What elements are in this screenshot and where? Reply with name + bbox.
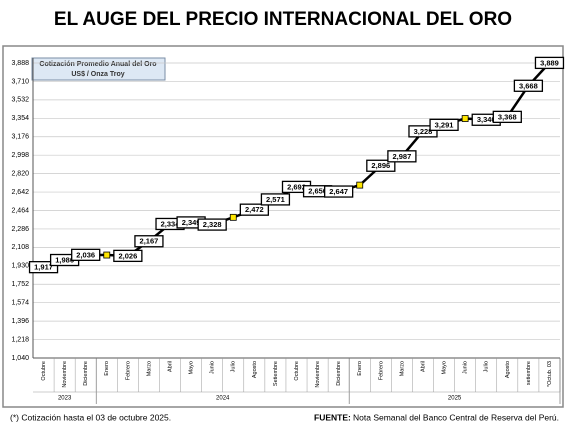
y-tick-label: 3,532 bbox=[11, 97, 29, 104]
x-tick-label: Julio bbox=[484, 361, 490, 372]
value-label: 3,368 bbox=[498, 112, 517, 121]
value-label-box bbox=[239, 203, 269, 216]
value-label: 3,889 bbox=[540, 58, 559, 67]
y-tick-label: 1,218 bbox=[11, 336, 29, 343]
source-label: FUENTE: bbox=[314, 412, 351, 422]
legend-box bbox=[31, 57, 166, 81]
x-tick-label: Octubre bbox=[41, 361, 47, 381]
value-label-box bbox=[260, 193, 291, 206]
value-label-box bbox=[197, 218, 227, 231]
y-tick-label: 1,574 bbox=[11, 300, 29, 307]
y-tick-label: 1,396 bbox=[11, 318, 29, 325]
x-tick-label: Marzo bbox=[399, 361, 405, 376]
value-label-box bbox=[534, 56, 565, 70]
x-tick-label: Diciembre bbox=[83, 361, 89, 386]
marker bbox=[229, 213, 237, 221]
value-label: 2,987 bbox=[393, 152, 412, 161]
x-tick-label: Enero bbox=[104, 361, 110, 376]
value-label: 1,917 bbox=[34, 263, 53, 272]
value-label-box bbox=[513, 79, 544, 92]
value-label: 1,986 bbox=[55, 255, 74, 264]
value-label-box bbox=[113, 249, 143, 263]
x-tick-label: Febrero bbox=[125, 361, 131, 380]
x-tick-label: setiembre bbox=[526, 361, 532, 385]
value-label: 2,896 bbox=[371, 161, 390, 170]
x-tick-label: Diciembre bbox=[336, 361, 342, 386]
y-tick-label: 2,108 bbox=[11, 244, 29, 251]
y-tick-label: 2,286 bbox=[11, 226, 29, 233]
x-tick-label: Octubre bbox=[294, 361, 300, 381]
y-tick-label: 3,354 bbox=[11, 115, 29, 122]
value-label: 2,167 bbox=[140, 237, 159, 246]
x-tick-label: Marzo bbox=[146, 361, 152, 376]
value-label-box bbox=[429, 118, 459, 131]
y-tick-label: 1,930 bbox=[11, 263, 29, 270]
footnote: (*) Cotización hasta el 03 de octubre 20… bbox=[10, 412, 171, 422]
year-label: 2025 bbox=[448, 396, 462, 402]
value-label-box bbox=[492, 110, 522, 124]
value-label: 2,334 bbox=[161, 219, 181, 228]
value-label: 2,026 bbox=[118, 251, 137, 260]
value-label: 3,340 bbox=[477, 115, 496, 124]
y-tick-label: 1,040 bbox=[11, 355, 29, 362]
value-label: 2,692 bbox=[287, 182, 306, 191]
x-tick-label: Mayo bbox=[442, 361, 448, 374]
y-tick-label: 3,888 bbox=[11, 60, 29, 67]
year-label: 2024 bbox=[216, 396, 230, 402]
value-label-box bbox=[324, 185, 354, 198]
legend-text: US$ / Onza Troy bbox=[71, 71, 124, 78]
value-label: 2,571 bbox=[266, 195, 285, 204]
y-tick-label: 3,176 bbox=[11, 134, 29, 141]
year-label: 2023 bbox=[58, 396, 72, 402]
value-label: 2,472 bbox=[245, 205, 264, 214]
marker bbox=[103, 251, 111, 259]
y-tick-label: 2,642 bbox=[11, 189, 29, 196]
value-label: 3,291 bbox=[435, 120, 454, 129]
y-tick-label: 3,710 bbox=[11, 78, 29, 85]
value-label-box bbox=[71, 248, 101, 261]
x-tick-label: Agosto bbox=[252, 361, 258, 378]
value-label-box bbox=[408, 125, 438, 138]
value-label-box bbox=[387, 150, 417, 163]
x-tick-label: Noviembre bbox=[62, 361, 68, 388]
y-tick-label: 2,998 bbox=[11, 152, 29, 159]
x-tick-label: Mayo bbox=[189, 361, 195, 374]
value-label: 2,650 bbox=[308, 187, 327, 196]
chart-title: EL AUGE DEL PRECIO INTERNACIONAL DEL ORO bbox=[54, 9, 512, 30]
y-tick-label: 1,752 bbox=[11, 281, 29, 288]
value-label: 3,668 bbox=[519, 81, 538, 90]
x-tick-label: Agosto bbox=[505, 361, 511, 378]
legend-text: Cotización Promedio Anual del Oro bbox=[39, 61, 156, 68]
y-tick-label: 2,820 bbox=[11, 170, 29, 177]
x-tick-label: *Octub. 03 bbox=[547, 361, 553, 387]
value-label-box bbox=[366, 159, 396, 172]
source: Nota Semanal del Banco Central de Reserv… bbox=[353, 412, 559, 422]
x-tick-label: Julio bbox=[231, 361, 237, 372]
x-tick-label: Abril bbox=[167, 361, 173, 372]
marker bbox=[356, 181, 364, 189]
value-label: 2,647 bbox=[329, 187, 348, 196]
x-tick-label: Junio bbox=[463, 361, 469, 374]
value-label: 2,036 bbox=[76, 250, 95, 259]
y-tick-label: 2,464 bbox=[11, 207, 29, 214]
x-tick-label: Junio bbox=[210, 361, 216, 374]
value-label-box bbox=[134, 235, 164, 248]
value-label-box bbox=[28, 261, 59, 274]
chart-frame bbox=[2, 45, 564, 408]
x-tick-label: Enero bbox=[357, 361, 363, 376]
marker bbox=[461, 115, 469, 122]
x-tick-label: Abril bbox=[420, 361, 426, 372]
value-label: 2,349 bbox=[182, 218, 201, 227]
x-tick-label: Febrero bbox=[378, 361, 384, 380]
value-label: 3,228 bbox=[414, 127, 433, 136]
x-tick-label: Noviembre bbox=[315, 361, 321, 388]
value-label: 2,328 bbox=[203, 220, 222, 229]
x-tick-label: Setiembre bbox=[273, 361, 279, 386]
